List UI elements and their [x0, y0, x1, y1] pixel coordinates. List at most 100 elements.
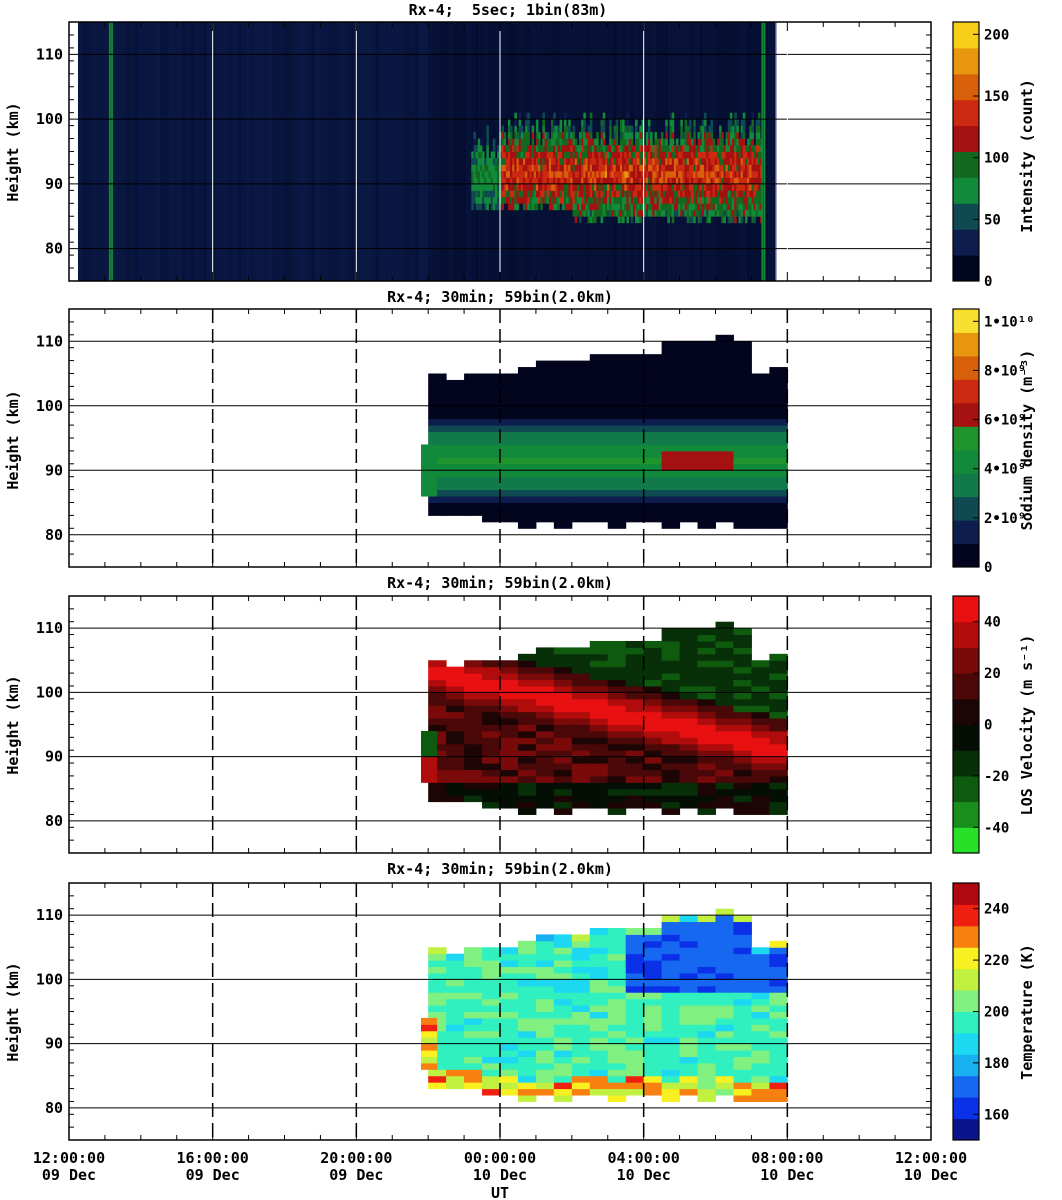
data-cell	[464, 496, 483, 503]
data-cell	[715, 653, 734, 661]
data-cell	[715, 1043, 734, 1051]
intensity-cell	[619, 209, 623, 217]
data-cell	[464, 418, 483, 426]
intensity-cell	[665, 145, 668, 152]
intensity-cell	[598, 151, 601, 159]
data-cell	[607, 386, 627, 394]
intensity-cell	[570, 190, 573, 198]
intensity-cell	[729, 119, 733, 126]
data-cell	[607, 947, 627, 955]
colorbar-swatch	[953, 925, 979, 948]
intensity-column	[198, 22, 204, 281]
intensity-cell	[626, 119, 629, 126]
intensity-cell	[507, 196, 511, 204]
data-cell	[500, 438, 519, 445]
data-cell	[661, 808, 681, 815]
data-cell	[769, 399, 788, 407]
data-cell	[571, 431, 591, 439]
colorbar-tick-label: -20	[984, 769, 1009, 785]
intensity-cell	[732, 216, 735, 224]
data-cell	[517, 998, 537, 1006]
intensity-cell	[667, 183, 670, 191]
data-cell	[464, 724, 483, 732]
intensity-cell	[738, 151, 742, 159]
data-cell	[589, 692, 609, 700]
data-cell	[697, 1095, 716, 1102]
x-tick-label-date: 09 Dec	[329, 1166, 383, 1184]
data-cell	[571, 1011, 591, 1019]
intensity-cell	[738, 138, 742, 146]
intensity-cell	[695, 157, 698, 165]
data-cell	[607, 979, 627, 987]
data-cell	[715, 1050, 734, 1057]
intensity-cell	[548, 145, 552, 152]
intensity-cell	[585, 132, 589, 139]
data-cell	[517, 508, 537, 516]
data-cell	[661, 463, 681, 471]
intensity-cell	[639, 145, 642, 152]
intensity-cell	[589, 177, 593, 185]
data-cell	[715, 788, 734, 796]
data-cell	[553, 673, 573, 681]
intensity-cell	[665, 196, 668, 204]
intensity-cell	[691, 190, 694, 198]
intensity-cell	[701, 183, 705, 191]
intensity-cell	[643, 203, 647, 211]
data-cell	[625, 1024, 645, 1032]
data-cell	[428, 1043, 447, 1051]
intensity-cell	[635, 196, 638, 204]
intensity-cell	[540, 177, 543, 185]
intensity-cell	[755, 138, 759, 146]
colorbar-swatch	[953, 775, 979, 803]
data-cell	[769, 953, 788, 961]
intensity-cell	[615, 132, 619, 139]
intensity-cell	[680, 119, 683, 126]
x-tick-label-date: 10 Dec	[760, 1166, 814, 1184]
intensity-cell	[727, 183, 731, 191]
intensity-column	[194, 22, 200, 281]
data-cell	[446, 386, 465, 394]
data-cell	[769, 483, 788, 491]
intensity-cell	[701, 125, 705, 133]
data-cell	[625, 367, 645, 374]
intensity-cell	[699, 203, 703, 211]
intensity-cell	[533, 196, 537, 204]
data-cell	[625, 360, 645, 368]
intensity-cell	[576, 145, 580, 152]
intensity-cell	[667, 157, 670, 165]
data-cell	[607, 489, 627, 497]
data-cell	[643, 1082, 663, 1090]
data-cell	[428, 743, 447, 751]
data-cell	[500, 431, 519, 439]
intensity-cell	[716, 196, 720, 204]
data-cell	[553, 425, 573, 433]
data-cell	[517, 673, 537, 681]
intensity-cell	[583, 138, 586, 146]
data-cell	[446, 730, 465, 738]
intensity-column	[465, 22, 471, 281]
intensity-cell	[548, 164, 552, 172]
intensity-column	[366, 22, 372, 281]
data-cell	[446, 463, 465, 471]
intensity-column	[435, 22, 441, 281]
intensity-cell	[553, 151, 556, 159]
data-cell	[643, 979, 663, 987]
data-cell	[625, 673, 645, 681]
intensity-cell	[738, 209, 742, 217]
data-cell	[589, 666, 609, 674]
intensity-cell	[600, 138, 604, 146]
intensity-cell	[725, 203, 729, 211]
intensity-cell	[650, 157, 653, 165]
data-cell	[607, 392, 627, 400]
intensity-cell	[617, 209, 621, 217]
data-cell	[589, 496, 609, 503]
intensity-cell	[749, 132, 752, 139]
data-cell	[589, 450, 609, 458]
intensity-cell	[742, 112, 746, 120]
intensity-cell	[531, 190, 535, 198]
intensity-cell	[551, 151, 554, 159]
data-cell	[751, 737, 770, 745]
intensity-cell	[479, 138, 483, 146]
data-cell	[464, 705, 483, 713]
data-cell	[715, 1056, 734, 1064]
